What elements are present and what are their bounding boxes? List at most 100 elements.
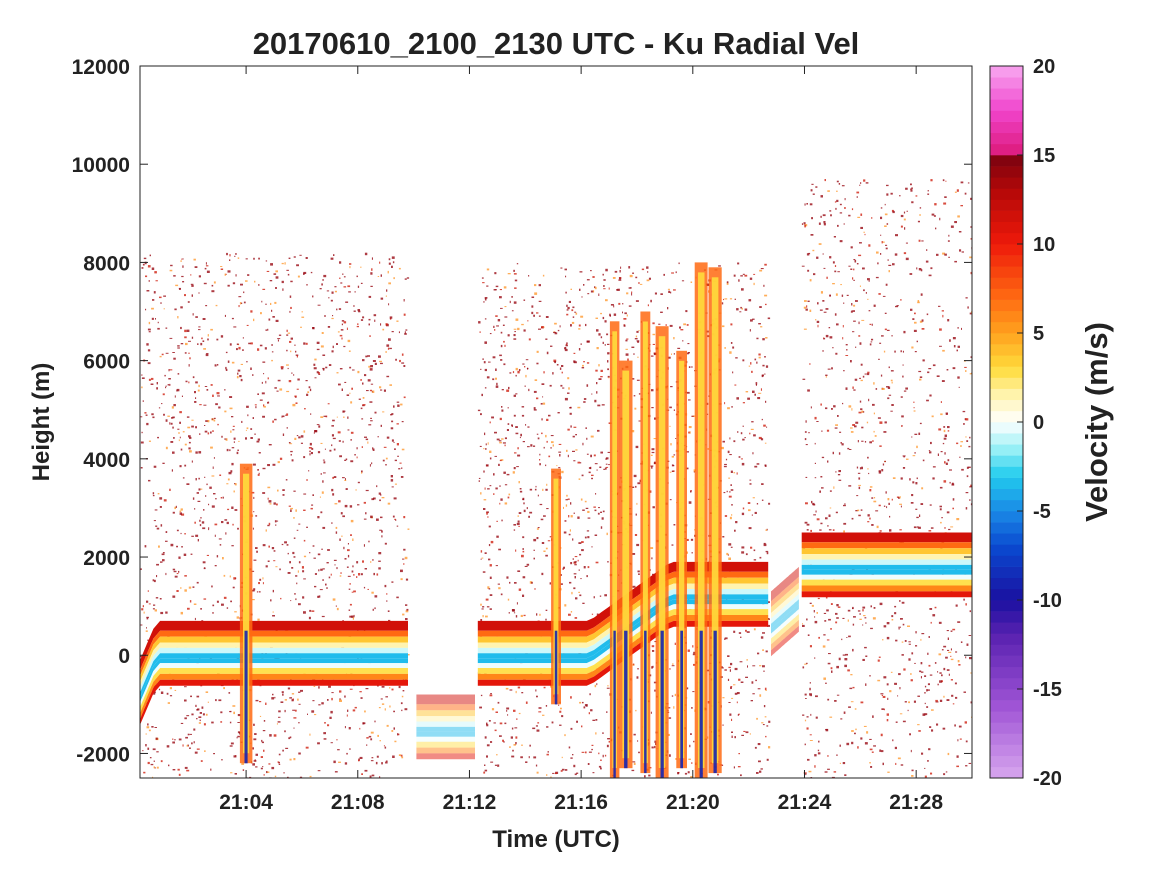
colorbar-swatch xyxy=(990,177,1023,189)
colorbar-tick-label: -10 xyxy=(1033,590,1062,612)
colorbar-swatch xyxy=(990,255,1023,267)
colorbar-swatch xyxy=(990,566,1023,579)
colorbar-tick-label: 20 xyxy=(1033,56,1055,78)
colorbar-swatch xyxy=(990,611,1023,623)
colorbar-swatch xyxy=(990,232,1023,245)
colorbar-swatch xyxy=(990,132,1023,145)
colorbar-swatch xyxy=(990,422,1023,434)
colorbar-swatch xyxy=(990,689,1023,701)
colorbar-swatch xyxy=(990,299,1023,312)
colorbar xyxy=(989,65,1024,779)
colorbar-swatch xyxy=(990,644,1023,656)
x-tick-label: 21:24 xyxy=(778,791,832,814)
colorbar-swatch xyxy=(990,155,1023,167)
colorbar-swatch xyxy=(990,555,1023,567)
plot-content xyxy=(140,179,972,778)
y-tick-label: -2000 xyxy=(76,743,130,766)
colorbar-swatch xyxy=(990,666,1023,679)
colorbar-swatch xyxy=(990,244,1023,256)
colorbar-swatch xyxy=(990,533,1023,545)
x-tick-label: 21:08 xyxy=(331,791,385,814)
colorbar-swatch xyxy=(990,88,1023,100)
colorbar-swatch xyxy=(990,310,1023,323)
colorbar-swatch xyxy=(990,633,1023,645)
colorbar-tick-label: -5 xyxy=(1033,501,1051,523)
y-tick-label: 2000 xyxy=(83,547,130,570)
colorbar-swatch xyxy=(990,166,1023,178)
colorbar-swatch xyxy=(990,321,1023,334)
colorbar-swatch xyxy=(990,110,1023,122)
chart-title: 20170610_2100_2130 UTC - Ku Radial Vel xyxy=(253,26,860,61)
colorbar-tick-label: -15 xyxy=(1033,679,1062,701)
colorbar-swatch xyxy=(990,522,1023,534)
y-tick-label: 4000 xyxy=(83,449,130,472)
colorbar-swatch xyxy=(990,466,1023,478)
x-tick-label: 21:28 xyxy=(889,791,943,814)
colorbar-swatch xyxy=(990,655,1023,668)
x-tick-label: 21:04 xyxy=(219,791,273,814)
colorbar-swatch xyxy=(990,366,1023,378)
colorbar-swatch xyxy=(990,344,1023,356)
x-axis-label: Time (UTC) xyxy=(492,826,620,853)
colorbar-swatch xyxy=(990,477,1023,490)
colorbar-swatch xyxy=(990,677,1023,690)
colorbar-swatch xyxy=(990,588,1023,601)
colorbar-swatch xyxy=(990,266,1023,278)
plot-area-frame xyxy=(139,65,973,779)
colorbar-swatch xyxy=(990,488,1023,501)
colorbar-swatch xyxy=(990,388,1023,401)
colorbar-swatch xyxy=(990,711,1023,723)
colorbar-swatch xyxy=(990,66,1023,78)
y-tick-label: 12000 xyxy=(72,56,130,79)
y-tick-label: 6000 xyxy=(83,351,130,374)
colorbar-swatch xyxy=(990,511,1023,523)
colorbar-swatch xyxy=(990,766,1023,779)
x-tick-label: 21:16 xyxy=(554,791,608,814)
colorbar-tick-label: 15 xyxy=(1033,145,1055,167)
colorbar-tick-label: 0 xyxy=(1033,412,1044,434)
colorbar-swatch xyxy=(990,210,1023,223)
colorbar-swatch xyxy=(990,277,1023,289)
colorbar-swatch xyxy=(990,333,1023,345)
colorbar-swatch xyxy=(990,121,1023,134)
colorbar-swatch xyxy=(990,744,1023,757)
colorbar-swatch xyxy=(990,355,1023,367)
colorbar-swatch xyxy=(990,199,1023,211)
colorbar-swatch xyxy=(990,221,1023,234)
colorbar-swatch xyxy=(990,722,1023,734)
colorbar-tick-label: 10 xyxy=(1033,234,1055,256)
x-tick-label: 21:12 xyxy=(443,791,497,814)
colorbar-swatch xyxy=(990,733,1023,745)
colorbar-swatch xyxy=(990,399,1023,412)
y-tick-label: 0 xyxy=(118,645,130,668)
colorbar-swatch xyxy=(990,288,1023,300)
colorbar-swatch xyxy=(990,433,1023,445)
colorbar-swatch xyxy=(990,377,1023,389)
colorbar-swatch xyxy=(990,622,1023,634)
colorbar-swatch xyxy=(990,544,1023,556)
x-axis: 21:04 21:08 21:12 21:16 21:20 21:24 21:28 xyxy=(219,66,943,814)
colorbar-swatch xyxy=(990,77,1023,89)
colorbar-swatch xyxy=(990,188,1023,200)
colorbar-swatch xyxy=(990,410,1023,423)
x-tick-label: 21:20 xyxy=(666,791,720,814)
y-tick-label: 10000 xyxy=(72,154,130,177)
colorbar-tick-label: 5 xyxy=(1033,323,1044,345)
y-axis: 12000 10000 8000 6000 4000 2000 0 -2000 xyxy=(72,56,972,766)
colorbar-swatch xyxy=(990,600,1023,612)
colorbar-ticks: 20 15 10 5 0 -5 -10 -15 -20 xyxy=(1017,56,1062,790)
colorbar-tick-label: -20 xyxy=(1033,768,1062,790)
colorbar-swatch xyxy=(990,577,1023,590)
colorbar-swatch xyxy=(990,499,1023,512)
colorbar-swatch xyxy=(990,755,1023,768)
y-tick-label: 8000 xyxy=(83,252,130,275)
colorbar-label: Velocity (m/s) xyxy=(1079,322,1114,522)
colorbar-swatch xyxy=(990,700,1023,712)
y-axis-label: Height (m) xyxy=(28,363,55,482)
colorbar-swatch xyxy=(990,143,1023,156)
colorbar-swatch xyxy=(990,455,1023,467)
colorbar-swatch xyxy=(990,99,1023,111)
colorbar-swatch xyxy=(990,444,1023,456)
